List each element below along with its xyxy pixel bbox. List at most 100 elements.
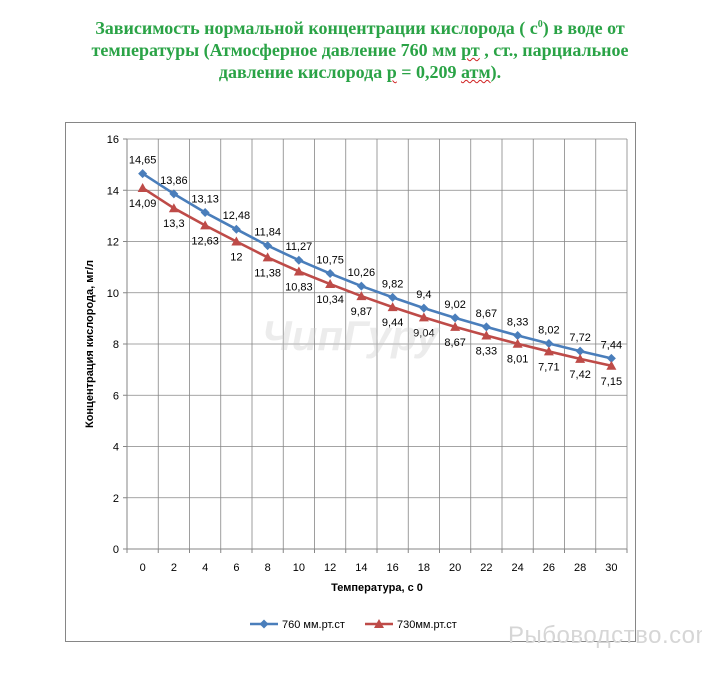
x-tick-label: 0 (140, 562, 146, 574)
series-2-data-label: 8,01 (507, 354, 528, 366)
series-1-point (263, 241, 273, 251)
series-2-point (450, 321, 461, 331)
x-tick-label: 8 (265, 562, 271, 574)
series-1-point (388, 292, 398, 302)
series-1-point (138, 169, 148, 179)
series-1-point (481, 322, 491, 332)
series-2-data-label: 7,42 (569, 369, 590, 381)
x-tick-label: 16 (387, 562, 399, 574)
heading-line-2-text: температуры (Атмосферное давление 760 мм (91, 40, 462, 60)
series-1-point (231, 224, 241, 234)
series-2-point (325, 279, 336, 289)
series-1-data-label: 10,26 (348, 267, 376, 279)
series-1-point (200, 208, 210, 218)
heading-line-3: давление кислорода р = 0,209 атм). (60, 61, 660, 83)
series-2-data-label: 10,83 (285, 281, 313, 293)
x-tick-label: 4 (202, 562, 208, 574)
series-1-data-label: 11,84 (254, 227, 281, 239)
series-2-point (356, 291, 367, 301)
series-2-data-label: 11,38 (254, 267, 281, 279)
x-tick-label: 28 (574, 562, 586, 574)
y-tick-label: 12 (107, 237, 119, 249)
series-1-data-label: 8,33 (507, 317, 528, 329)
series-1-data-label: 9,82 (382, 278, 403, 290)
series-1-data-label: 13,13 (191, 194, 219, 206)
series-1-point (419, 303, 429, 313)
series-2-data-label: 8,67 (444, 337, 465, 349)
chart-frame (65, 122, 636, 642)
x-tick-label: 14 (355, 562, 367, 574)
y-tick-label: 14 (107, 185, 119, 197)
series-2-point (231, 236, 242, 246)
legend-entry-2: 730мм.рт.ст (365, 619, 457, 631)
series-2-line (141, 186, 612, 368)
series-2-point (543, 346, 554, 356)
series-2-data-label: 10,34 (316, 294, 344, 306)
series-1-point (325, 269, 335, 279)
legend: 760 мм.рт.ст 730мм.рт.ст (250, 619, 457, 631)
legend-label: 730мм.рт.ст (397, 619, 457, 631)
x-tick-label: 22 (480, 562, 492, 574)
series-1-data-label: 9,4 (416, 289, 431, 301)
series-1-line (141, 172, 612, 360)
series-1-data-label: 10,75 (316, 255, 344, 267)
series-1-point (606, 353, 616, 363)
series-2-data-label: 12,63 (191, 235, 219, 247)
series-1-data-label: 9,02 (444, 299, 465, 311)
chart-heading: Зависимость нормальной концентрации кисл… (60, 14, 660, 83)
heading-line-2-tail: , ст., парциальное (479, 40, 629, 60)
series-1-point (513, 331, 523, 341)
series-2-data-label: 13,3 (163, 218, 184, 230)
x-tick-label: 20 (449, 562, 461, 574)
series-2-point (512, 338, 523, 348)
heading-subscript: 0 (537, 19, 543, 30)
y-axis-title: Концентрация кислорода, мг/л (84, 260, 96, 428)
x-tick-label: 12 (324, 562, 336, 574)
series-2-point (200, 220, 211, 230)
legend-label: 760 мм.рт.ст (282, 619, 345, 631)
heading-line-3-text: давление кислорода (218, 62, 387, 82)
series-2-point (418, 312, 429, 322)
series-2-point (387, 302, 398, 312)
x-tick-label: 2 (171, 562, 177, 574)
series-layer (137, 169, 617, 370)
legend-marker (259, 619, 269, 629)
series-1-data-label: 8,67 (476, 308, 497, 320)
series-2-data-label: 12 (230, 252, 242, 264)
x-axis-title: Температура, с 0 (331, 582, 423, 594)
y-tick-label: 0 (113, 544, 119, 556)
series-2-data-label: 9,87 (351, 306, 372, 318)
series-1-point (294, 255, 304, 265)
legend-entry-1: 760 мм.рт.ст (250, 619, 345, 631)
y-tick-label: 8 (113, 339, 119, 351)
x-tick-label: 24 (512, 562, 524, 574)
y-tick-label: 2 (113, 493, 119, 505)
y-tick-label: 16 (107, 134, 119, 146)
x-tick-label: 18 (418, 562, 430, 574)
series-2-data-label: 9,04 (413, 327, 434, 339)
series-1-point (544, 338, 554, 348)
heading-line-2-misspelled: рт (461, 40, 480, 60)
series-2-point (293, 266, 304, 276)
heading-line-3-mid: = 0,209 (396, 62, 461, 82)
heading-line-3-misspelled-1: р (386, 62, 397, 82)
corner-watermark: Рыбоводство.com (508, 622, 702, 649)
series-1-point (575, 346, 585, 356)
series-2-point (606, 360, 617, 370)
series-2-data-label: 14,09 (129, 198, 157, 210)
series-1-point (450, 313, 460, 323)
series-2-point (168, 203, 179, 213)
x-tick-label: 26 (543, 562, 555, 574)
y-tick-label: 10 (107, 288, 119, 300)
center-watermark: ЧипГуру (262, 312, 440, 359)
x-tick-label: 10 (293, 562, 305, 574)
series-1-point (169, 189, 179, 199)
heading-line-3-misspelled-2: атм (460, 62, 491, 82)
series-1-data-label: 12,48 (223, 210, 251, 222)
heading-line-2: температуры (Атмосферное давление 760 мм… (60, 39, 660, 61)
series-2-data-label: 7,71 (538, 361, 559, 373)
heading-line-1-text: Зависимость нормальной концентрации кисл… (95, 18, 538, 38)
series-2 (137, 182, 617, 370)
y-tick-label: 6 (113, 390, 119, 402)
